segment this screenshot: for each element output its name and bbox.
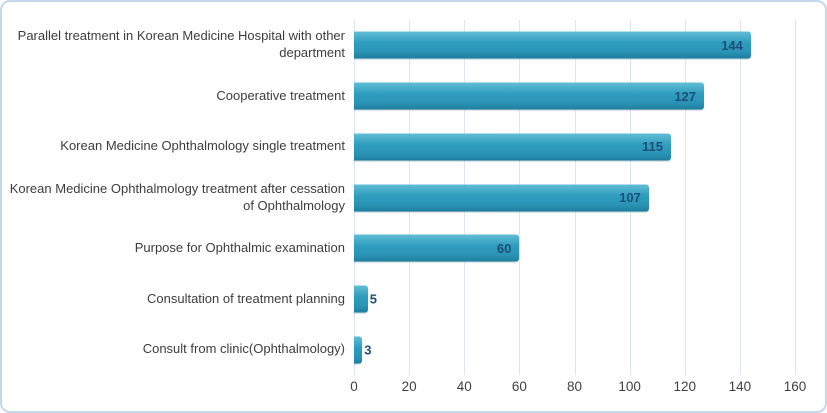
x-axis-tick-label: 40 [456,379,472,394]
data-label: 115 [641,139,663,155]
data-label: 60 [496,240,512,256]
x-axis-tick-label: 60 [511,379,527,394]
bar: 127 [354,82,705,110]
data-label: 5 [369,291,378,307]
bar: 144 [354,31,751,59]
category-label: Cooperative treatment [216,87,345,103]
gridline [684,20,686,375]
chart-row: Purpose for Ophthalmic examination 60 [2,223,825,274]
bar-track: 107 [354,172,825,223]
bar-rows: Parallel treatment in Korean Medicine Ho… [2,20,825,375]
bar: 107 [354,184,649,212]
data-label: 3 [364,342,372,358]
x-axis: 0 20 40 60 80 100 120 140 160 [350,379,806,399]
data-label: 107 [619,190,641,206]
x-axis-tick-label: 160 [783,379,807,394]
x-axis-tick-label: 140 [728,379,752,394]
chart-row: Cooperative treatment 127 [2,71,825,122]
bar-track: 60 [354,223,825,274]
bar-track: 144 [354,20,825,71]
category-label: Purpose for Ophthalmic examination [134,239,345,255]
category-label: Parallel treatment in Korean Medicine Ho… [17,28,345,61]
x-axis-tick-label: 100 [618,379,641,394]
chart-row: Consultation of treatment planning 5 [2,274,825,325]
bar: 115 [354,133,671,161]
x-axis-tick-label: 0 [350,379,358,394]
chart-row: Consult from clinic(Ophthalmology) 3 [2,324,825,375]
bar-track: 5 [354,274,825,325]
bar [354,336,363,364]
category-label: Consult from clinic(Ophthalmology) [142,341,345,357]
chart-row: Parallel treatment in Korean Medicine Ho… [2,20,825,71]
bar-track: 115 [354,121,825,172]
bar-track: 127 [354,71,825,122]
category-label: Korean Medicine Ophthalmology treatment … [9,180,345,213]
category-label: Consultation of treatment planning [146,290,345,306]
category-label: Korean Medicine Ophthalmology single tre… [60,138,345,154]
x-axis-tick-label: 20 [401,379,417,394]
bar [354,285,368,313]
chart-row: Korean Medicine Ophthalmology single tre… [2,121,825,172]
bar: 60 [354,234,520,262]
gridline [739,20,741,375]
x-axis-tick-label: 120 [673,379,697,394]
chart-row: Korean Medicine Ophthalmology treatment … [2,172,825,223]
gridline [795,20,796,375]
data-label: 127 [674,88,697,104]
bar-track: 3 [354,324,825,375]
data-label: 144 [721,37,743,53]
x-axis-tick-label: 80 [566,379,583,394]
